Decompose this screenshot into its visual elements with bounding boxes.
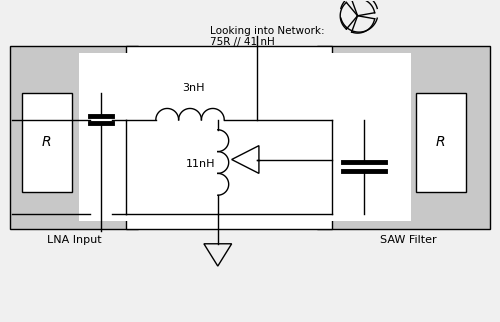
Text: LNA Input: LNA Input — [46, 235, 102, 245]
Text: 3nH: 3nH — [182, 83, 204, 93]
Text: R: R — [42, 135, 51, 149]
Text: 11nH: 11nH — [186, 159, 216, 169]
Bar — [126, 45, 332, 229]
Text: Looking into Network:
75R // 41 nH: Looking into Network: 75R // 41 nH — [210, 26, 325, 47]
Text: SAW Filter: SAW Filter — [380, 235, 437, 245]
Bar — [22, 93, 72, 192]
Bar — [320, 53, 411, 222]
Bar — [317, 45, 490, 229]
Bar — [79, 53, 136, 222]
Text: R: R — [436, 135, 446, 149]
Bar — [416, 93, 466, 192]
Bar — [10, 45, 138, 229]
